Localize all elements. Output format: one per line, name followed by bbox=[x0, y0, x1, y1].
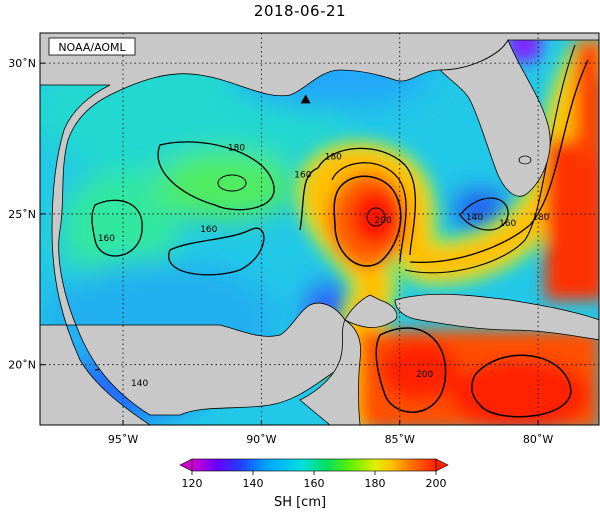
station-marker-triangle bbox=[300, 94, 311, 104]
y-tick-label: 25˚N bbox=[8, 208, 36, 221]
contour-200-caribbean-a bbox=[375, 327, 447, 413]
contour-lines bbox=[79, 44, 589, 418]
contour-west-peak bbox=[217, 174, 247, 192]
plot-area bbox=[40, 33, 599, 425]
contour-160-loop-west bbox=[299, 167, 319, 231]
bahamas-island bbox=[518, 155, 532, 165]
credit-box: NOAA/AOML bbox=[48, 37, 136, 56]
x-axis-ticks: 95˚W 90˚W 85˚W 80˚W bbox=[108, 420, 553, 446]
contour-label: 180 bbox=[228, 144, 245, 154]
contour-label: 140 bbox=[466, 213, 483, 223]
x-tick-label: 85˚W bbox=[385, 433, 415, 446]
contour-180-florida bbox=[409, 59, 589, 264]
contour-label: 180 bbox=[532, 213, 549, 223]
x-tick-label: 90˚W bbox=[246, 433, 276, 446]
colorbar-tick-label: 200 bbox=[426, 477, 447, 490]
contour-160-b bbox=[91, 199, 143, 257]
colorbar-tick-label: 140 bbox=[243, 477, 264, 490]
contour-140-keys bbox=[459, 197, 509, 231]
plot-frame bbox=[39, 32, 600, 426]
contour-label: 160 bbox=[294, 171, 311, 181]
contour-180-west bbox=[157, 141, 275, 211]
contour-eddy-core bbox=[366, 207, 386, 227]
contour-200-eddy bbox=[333, 175, 402, 267]
yucatan bbox=[344, 294, 398, 328]
central-america bbox=[299, 319, 362, 425]
contour-160-loop-north bbox=[317, 147, 417, 256]
contour-160-florida bbox=[404, 44, 576, 274]
contour-200-caribbean-b bbox=[470, 354, 572, 418]
contour-180-loop bbox=[331, 162, 407, 263]
x-tick-label: 80˚W bbox=[523, 433, 553, 446]
land bbox=[40, 33, 599, 425]
contour-label: 200 bbox=[375, 216, 392, 226]
contour-label: 160 bbox=[200, 225, 217, 235]
colorbar-tick-label: 160 bbox=[304, 477, 325, 490]
colorbar-label: SH [cm] bbox=[273, 495, 327, 510]
credit-text: NOAA/AOML bbox=[58, 41, 126, 54]
y-tick-label: 30˚N bbox=[8, 57, 36, 70]
colorbar-max-arrow bbox=[435, 458, 449, 472]
colorbar-min-arrow bbox=[179, 458, 193, 472]
contour-160-a bbox=[168, 227, 265, 276]
contour-label: 140 bbox=[131, 379, 148, 389]
contour-labels: 180 160 160 160 180 200 140 160 180 200 140 bbox=[98, 144, 550, 389]
us-mexico-coast bbox=[40, 33, 599, 425]
graticule bbox=[40, 33, 599, 425]
colorbar-tick-label: 180 bbox=[365, 477, 386, 490]
map-title: 2018-06-21 bbox=[253, 2, 347, 20]
colorbar: 120 140 160 180 200 bbox=[179, 458, 449, 490]
y-axis-ticks: 30˚N 25˚N 20˚N bbox=[8, 57, 45, 372]
colorbar-ticks: 120 140 160 180 200 bbox=[182, 471, 447, 490]
contour-label: 160 bbox=[98, 234, 115, 244]
contour-label: 160 bbox=[499, 219, 516, 229]
y-tick-label: 20˚N bbox=[8, 359, 36, 372]
colorbar-ramp bbox=[191, 458, 437, 472]
x-tick-label: 95˚W bbox=[108, 433, 138, 446]
colorbar-tick-label: 120 bbox=[182, 477, 203, 490]
cuba bbox=[394, 293, 599, 341]
contour-label: 200 bbox=[416, 370, 433, 380]
contour-label: 180 bbox=[325, 153, 342, 163]
